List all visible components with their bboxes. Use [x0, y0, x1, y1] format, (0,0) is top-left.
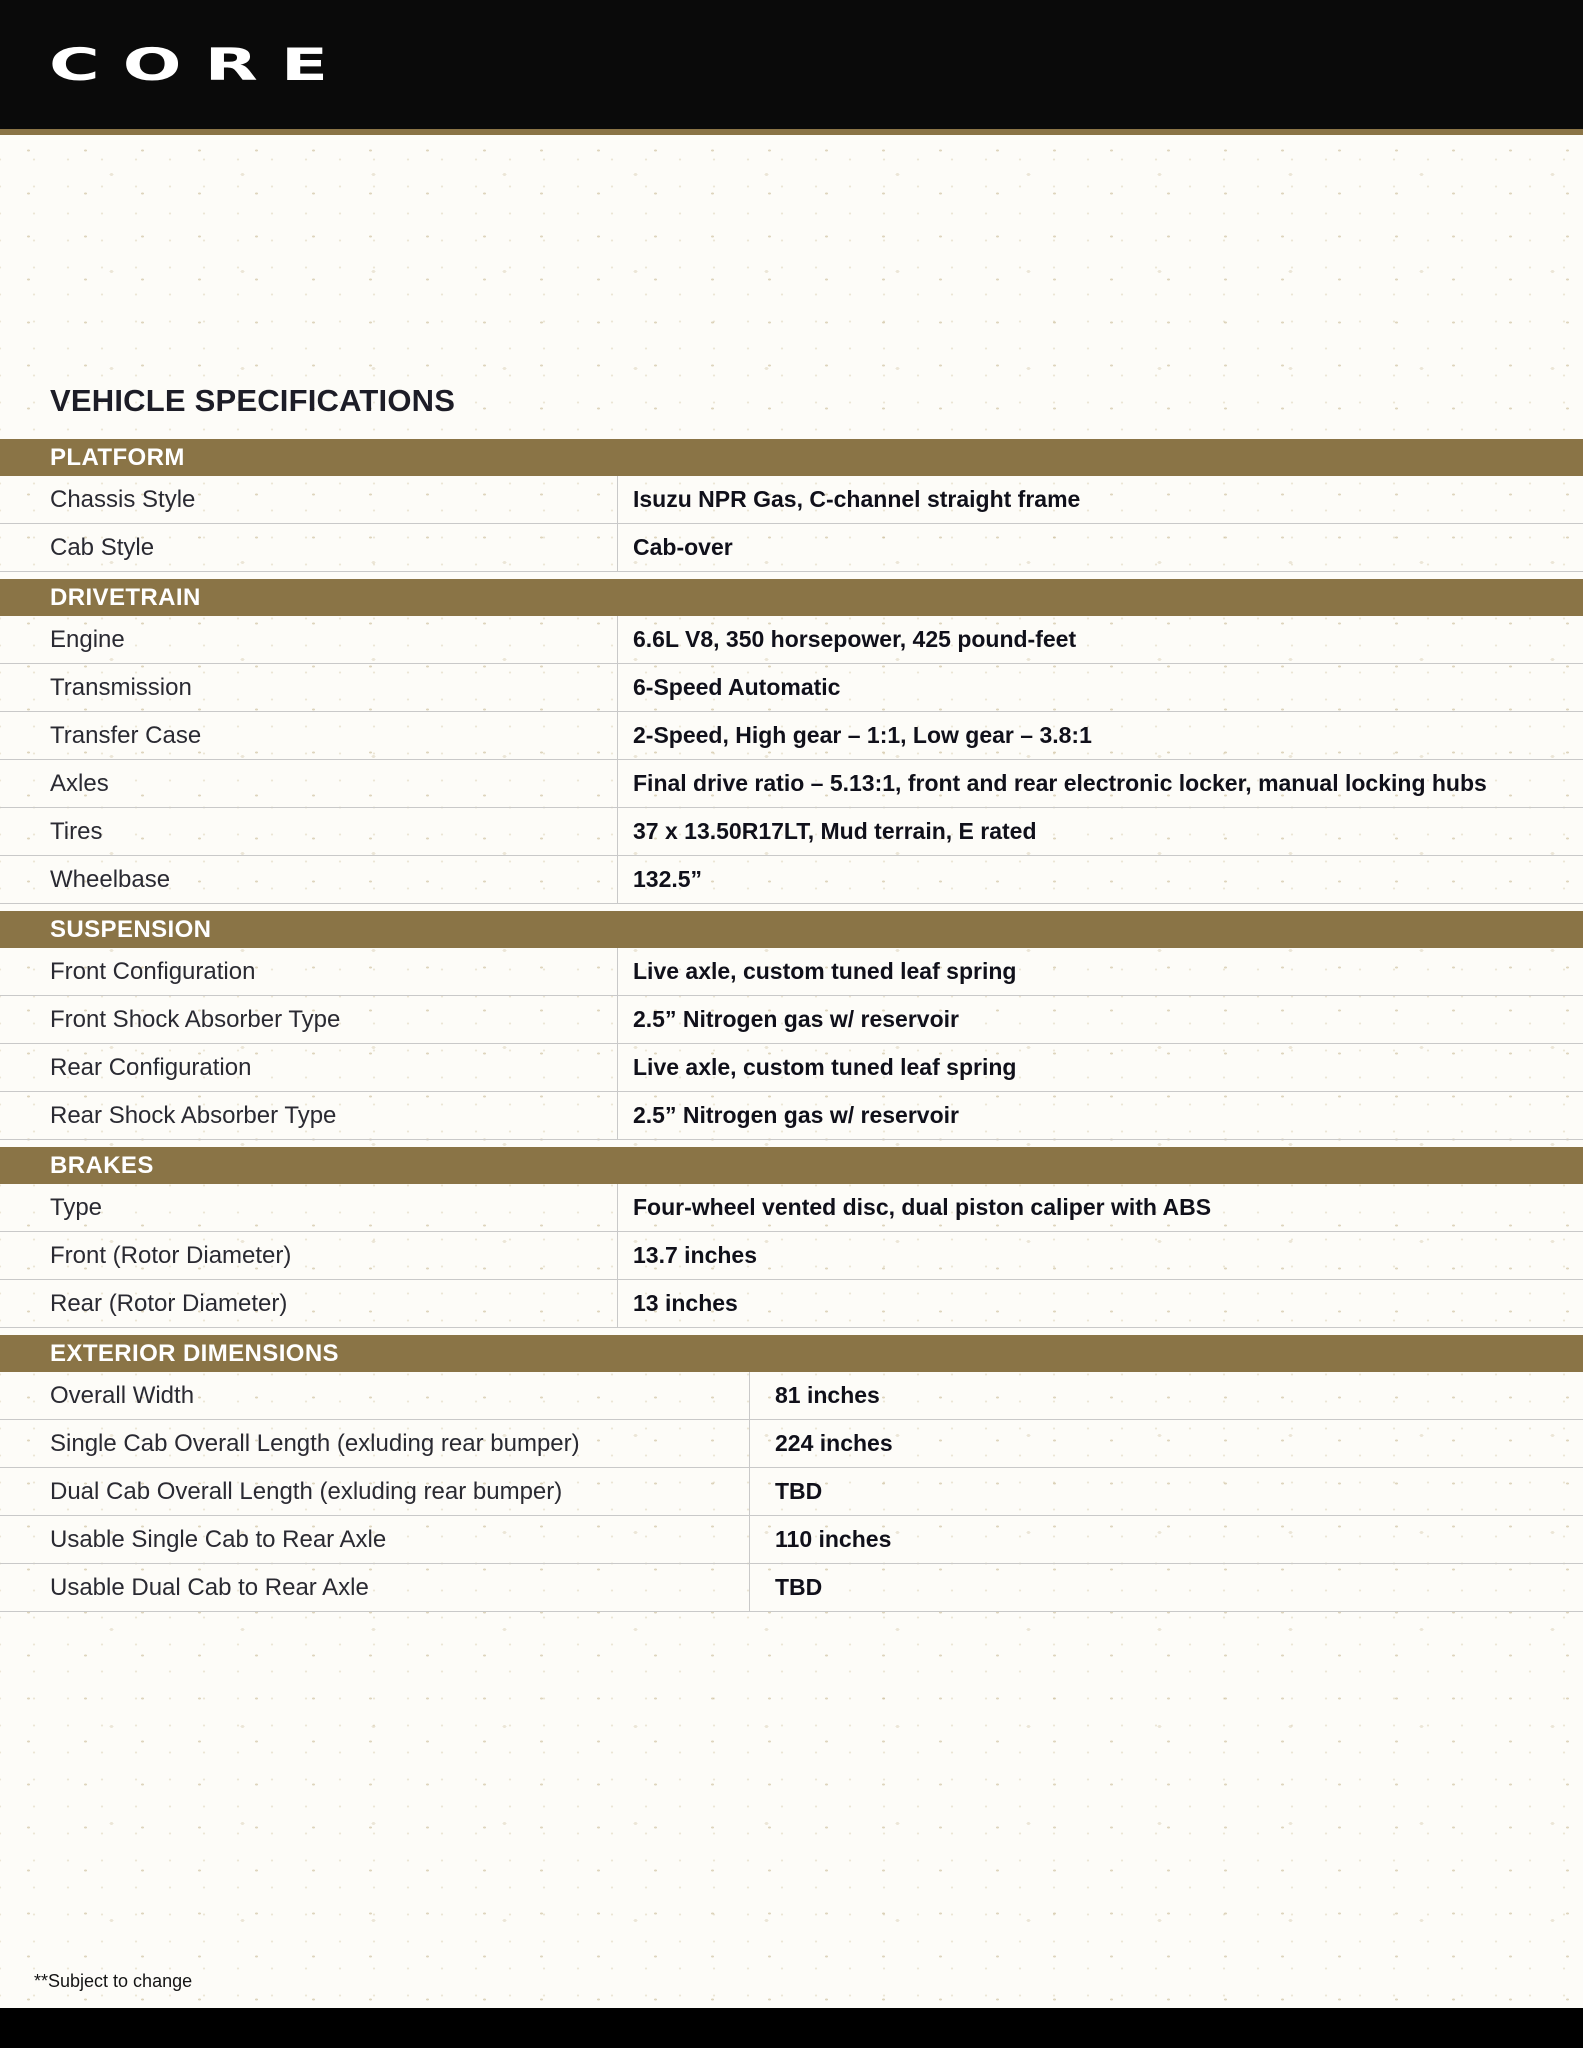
section-rows: Front Configuration Live axle, custom tu…: [0, 948, 1583, 1140]
spec-section-suspension: SUSPENSION Front Configuration Live axle…: [0, 911, 1583, 1140]
spec-row: Overall Width 81 inches: [0, 1372, 1583, 1420]
spec-label: Transmission: [0, 664, 618, 711]
spec-value: 224 inches: [775, 1430, 893, 1456]
spec-row: Rear (Rotor Diameter) 13 inches: [0, 1280, 1583, 1328]
spec-label: Cab Style: [0, 524, 618, 571]
spec-label: Tires: [0, 808, 618, 855]
spec-value: 13.7 inches: [633, 1242, 758, 1268]
spec-row: Transmission 6-Speed Automatic: [0, 664, 1583, 712]
spec-row: Transfer Case 2-Speed, High gear – 1:1, …: [0, 712, 1583, 760]
footer-bar: [0, 2008, 1583, 2048]
spec-label: Wheelbase: [0, 856, 618, 903]
spec-value: Cab-over: [633, 534, 733, 560]
spec-section-platform: PLATFORM Chassis Style Isuzu NPR Gas, C-…: [0, 439, 1583, 572]
spec-row: Wheelbase 132.5”: [0, 856, 1583, 904]
spec-value: 2.5” Nitrogen gas w/ reservoir: [633, 1006, 959, 1032]
spec-value: 13 inches: [633, 1290, 738, 1316]
spec-label: Rear Shock Absorber Type: [0, 1092, 618, 1139]
spec-section-exterior-dimensions: EXTERIOR DIMENSIONS Overall Width 81 inc…: [0, 1335, 1583, 1612]
spec-value: 2-Speed, High gear – 1:1, Low gear – 3.8…: [633, 722, 1092, 748]
footnote: **Subject to change: [34, 1971, 193, 1991]
spec-label: Chassis Style: [0, 476, 618, 523]
spec-sections: PLATFORM Chassis Style Isuzu NPR Gas, C-…: [0, 432, 1583, 1612]
spec-value: Live axle, custom tuned leaf spring: [633, 958, 1017, 984]
section-title: EXTERIOR DIMENSIONS: [50, 1339, 339, 1367]
spec-row: Axles Final drive ratio – 5.13:1, front …: [0, 760, 1583, 808]
spec-row: Chassis Style Isuzu NPR Gas, C-channel s…: [0, 476, 1583, 524]
spec-row: Engine 6.6L V8, 350 horsepower, 425 poun…: [0, 616, 1583, 664]
spec-value: 2.5” Nitrogen gas w/ reservoir: [633, 1102, 959, 1128]
spec-label: Type: [0, 1184, 618, 1231]
section-rows: Type Four-wheel vented disc, dual piston…: [0, 1184, 1583, 1328]
spec-sheet: VEHICLE SPECIFICATIONS PLATFORM Chassis …: [0, 135, 1583, 2008]
spec-label: Rear (Rotor Diameter): [0, 1280, 618, 1327]
spec-row: Usable Single Cab to Rear Axle 110 inche…: [0, 1516, 1583, 1564]
section-rows: Overall Width 81 inches Single Cab Overa…: [0, 1372, 1583, 1612]
spec-row: Cab Style Cab-over: [0, 524, 1583, 572]
spec-label: Dual Cab Overall Length (exluding rear b…: [0, 1468, 750, 1515]
page-title: VEHICLE SPECIFICATIONS: [50, 383, 456, 418]
section-title: DRIVETRAIN: [50, 583, 201, 611]
section-header: SUSPENSION: [0, 911, 1583, 948]
section-title: SUSPENSION: [50, 915, 212, 943]
spec-value: 37 x 13.50R17LT, Mud terrain, E rated: [633, 818, 1037, 844]
spec-label: Axles: [0, 760, 618, 807]
spec-value: 81 inches: [775, 1382, 880, 1408]
section-header: BRAKES: [0, 1147, 1583, 1184]
spec-value: 110 inches: [775, 1526, 892, 1552]
spec-label: Usable Single Cab to Rear Axle: [0, 1516, 750, 1563]
spec-section-drivetrain: DRIVETRAIN Engine 6.6L V8, 350 horsepowe…: [0, 579, 1583, 904]
header-bar: CORE: [0, 0, 1583, 129]
section-header: PLATFORM: [0, 439, 1583, 476]
section-header: DRIVETRAIN: [0, 579, 1583, 616]
spec-label: Front Configuration: [0, 948, 618, 995]
spec-section-brakes: BRAKES Type Four-wheel vented disc, dual…: [0, 1147, 1583, 1328]
spec-row: Single Cab Overall Length (exluding rear…: [0, 1420, 1583, 1468]
spec-value: TBD: [775, 1574, 823, 1600]
section-title: BRAKES: [50, 1151, 154, 1179]
spec-label: Single Cab Overall Length (exluding rear…: [0, 1420, 750, 1467]
spec-value: Live axle, custom tuned leaf spring: [633, 1054, 1017, 1080]
spec-value: 6.6L V8, 350 horsepower, 425 pound-feet: [633, 626, 1077, 652]
spec-label: Rear Configuration: [0, 1044, 618, 1091]
spec-row: Tires 37 x 13.50R17LT, Mud terrain, E ra…: [0, 808, 1583, 856]
spec-row: Front (Rotor Diameter) 13.7 inches: [0, 1232, 1583, 1280]
spec-value: 6-Speed Automatic: [633, 674, 841, 700]
spec-row: Front Shock Absorber Type 2.5” Nitrogen …: [0, 996, 1583, 1044]
section-header: EXTERIOR DIMENSIONS: [0, 1335, 1583, 1372]
spec-row: Dual Cab Overall Length (exluding rear b…: [0, 1468, 1583, 1516]
spec-value: Final drive ratio – 5.13:1, front and re…: [633, 770, 1487, 796]
spec-row: Type Four-wheel vented disc, dual piston…: [0, 1184, 1583, 1232]
spec-label: Overall Width: [0, 1372, 750, 1419]
section-title: PLATFORM: [50, 443, 185, 471]
brand-logo: CORE: [49, 38, 352, 90]
spec-row: Rear Shock Absorber Type 2.5” Nitrogen g…: [0, 1092, 1583, 1140]
spec-label: Usable Dual Cab to Rear Axle: [0, 1564, 750, 1611]
spec-value: 132.5”: [633, 866, 703, 892]
spec-value: Isuzu NPR Gas, C-channel straight frame: [633, 486, 1081, 512]
header-accent-line: [0, 129, 1583, 135]
spec-row: Usable Dual Cab to Rear Axle TBD: [0, 1564, 1583, 1612]
section-rows: Engine 6.6L V8, 350 horsepower, 425 poun…: [0, 616, 1583, 904]
spec-value: TBD: [775, 1478, 823, 1504]
section-rows: Chassis Style Isuzu NPR Gas, C-channel s…: [0, 476, 1583, 572]
spec-label: Engine: [0, 616, 618, 663]
spec-label: Transfer Case: [0, 712, 618, 759]
spec-row: Front Configuration Live axle, custom tu…: [0, 948, 1583, 996]
spec-label: Front (Rotor Diameter): [0, 1232, 618, 1279]
spec-row: Rear Configuration Live axle, custom tun…: [0, 1044, 1583, 1092]
spec-value: Four-wheel vented disc, dual piston cali…: [633, 1194, 1212, 1220]
spec-label: Front Shock Absorber Type: [0, 996, 618, 1043]
